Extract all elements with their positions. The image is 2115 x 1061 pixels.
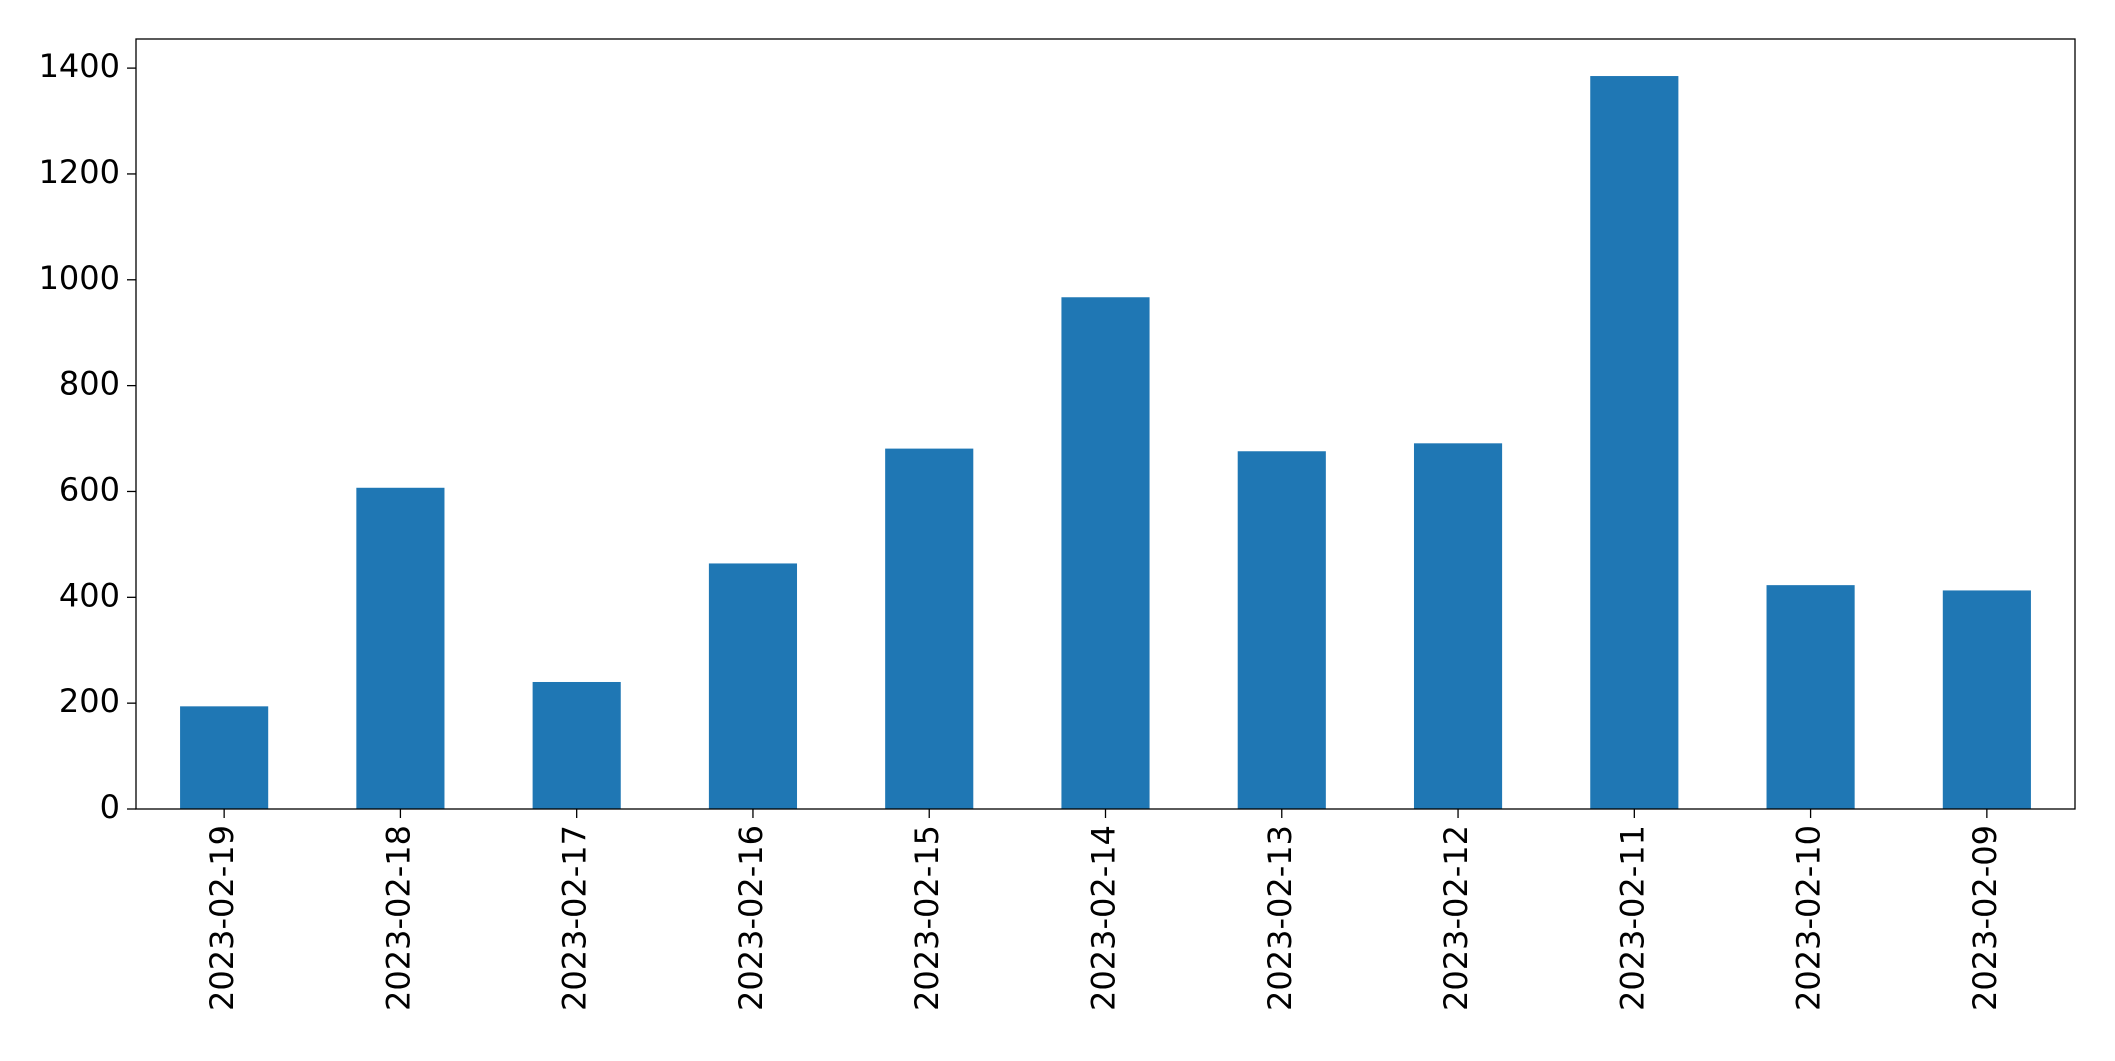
- x-tick-label: 2023-02-09: [1966, 825, 2004, 1011]
- x-tick-label: 2023-02-15: [908, 825, 946, 1011]
- bar: [708, 563, 798, 809]
- y-tick-label: 600: [59, 470, 120, 508]
- bar: [1237, 451, 1326, 809]
- y-tick-label: 0: [100, 788, 120, 826]
- x-tick-label: 2023-02-14: [1085, 825, 1123, 1011]
- bar: [1766, 585, 1855, 809]
- y-tick-label: 1400: [39, 47, 120, 85]
- x-tick-label: 2023-02-16: [732, 825, 770, 1011]
- bar: [180, 706, 269, 809]
- plot-frame: [135, 38, 2076, 810]
- x-tick-label: 2023-02-10: [1790, 825, 1828, 1011]
- x-tick-label: 2023-02-17: [556, 825, 594, 1011]
- x-tick-label: 2023-02-13: [1261, 825, 1299, 1011]
- bar: [356, 487, 445, 809]
- bar: [1061, 297, 1150, 809]
- y-tick-label: 1200: [39, 153, 120, 191]
- bar: [885, 448, 974, 809]
- x-tick-label: 2023-02-19: [203, 825, 241, 1011]
- bar: [1590, 76, 1679, 809]
- y-tick-label: 800: [59, 365, 120, 403]
- x-tick-label: 2023-02-12: [1437, 825, 1475, 1011]
- x-tick-label: 2023-02-18: [379, 825, 417, 1011]
- y-tick-label: 400: [59, 576, 120, 614]
- bar: [1942, 590, 2031, 809]
- bar: [532, 681, 621, 809]
- x-tick-label: 2023-02-11: [1613, 825, 1651, 1011]
- y-tick-label: 1000: [39, 259, 120, 297]
- y-tick-label: 200: [59, 682, 120, 720]
- bar: [1413, 443, 1503, 809]
